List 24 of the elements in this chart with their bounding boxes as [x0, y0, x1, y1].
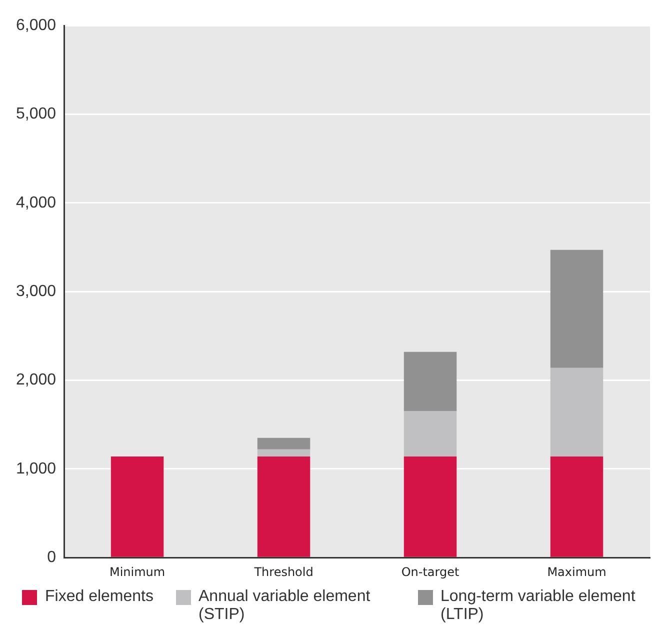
bar: [257, 449, 310, 457]
legend-label: Fixed elements: [45, 588, 154, 606]
bar: [550, 456, 604, 557]
bar: [404, 352, 457, 412]
x-tick-label: Maximum: [547, 564, 606, 579]
legend-label: Long-term variable element (LTIP): [440, 588, 636, 624]
y-tick-label: 1,000: [16, 460, 56, 478]
bar: [404, 411, 457, 457]
bar: [550, 368, 604, 457]
legend-label: Annual variable element (STIP): [198, 588, 372, 624]
x-tick-label: Threshold: [253, 564, 314, 579]
y-tick-label: 5,000: [16, 106, 56, 123]
y-tick-label: 0: [47, 549, 56, 566]
bar: [110, 456, 164, 557]
x-tick-label: On-target: [401, 564, 460, 579]
x-tick-label: Minimum: [109, 564, 166, 579]
bar: [404, 456, 457, 557]
bar: [257, 438, 310, 450]
y-tick-label: 4,000: [16, 194, 56, 212]
bar: [550, 250, 604, 368]
bar: [257, 456, 310, 557]
y-tick-label: 3,000: [16, 283, 56, 300]
y-tick-label: 2,000: [16, 372, 56, 389]
y-tick-label: 6,000: [16, 17, 56, 34]
